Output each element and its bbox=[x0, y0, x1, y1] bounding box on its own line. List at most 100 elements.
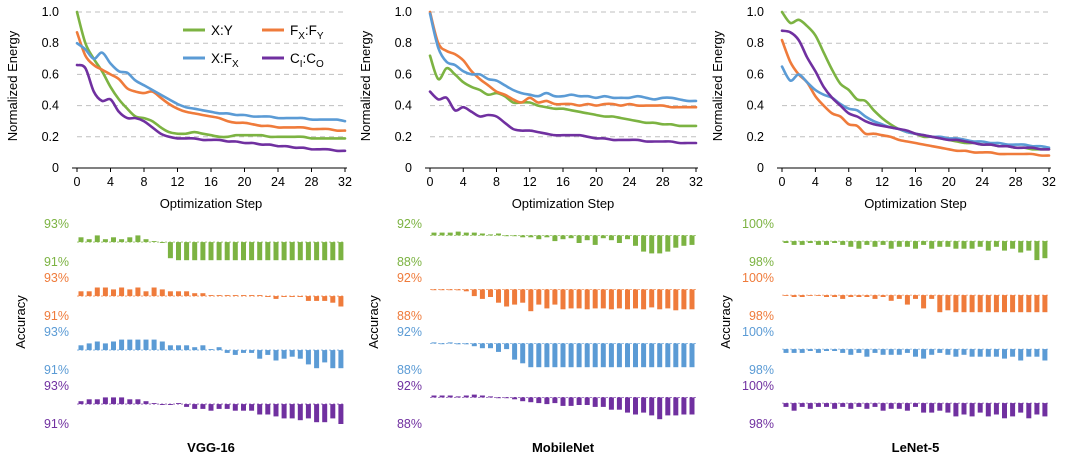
accuracy-bar bbox=[111, 341, 116, 351]
y-tick-label: 0.8 bbox=[395, 36, 412, 50]
accuracy-bar bbox=[625, 343, 630, 368]
accuracy-bar bbox=[945, 295, 951, 311]
accuracy-bar bbox=[127, 289, 133, 297]
legend-label-fxfy: FX​:FY​ bbox=[290, 23, 324, 42]
accuracy-bar bbox=[840, 241, 846, 245]
acc-tick-top: 93% bbox=[44, 379, 69, 393]
accuracy-bar bbox=[297, 350, 303, 359]
x-axis-label: Optimization Step bbox=[512, 196, 615, 211]
accuracy-bar bbox=[880, 241, 886, 245]
accuracy-bar bbox=[232, 404, 238, 411]
accuracy-bar bbox=[681, 343, 687, 368]
accuracy-bar bbox=[783, 403, 789, 407]
accuracy-bar bbox=[896, 241, 902, 247]
series-line-fxfy bbox=[75, 30, 347, 132]
acc-tick-bottom: 98% bbox=[749, 417, 774, 431]
accuracy-bar bbox=[159, 242, 165, 243]
accuracy-axis-label: Accuracy bbox=[718, 295, 733, 349]
accuracy-bar bbox=[929, 295, 935, 299]
accuracy-bar bbox=[649, 397, 655, 416]
accuracy-bar bbox=[1010, 241, 1016, 249]
accuracy-bar bbox=[783, 349, 789, 353]
accuracy-bar bbox=[592, 343, 598, 368]
accuracy-bar bbox=[929, 349, 935, 355]
y-tick-label: 0.4 bbox=[395, 99, 412, 113]
accuracy-bar bbox=[167, 291, 173, 297]
accuracy-bar bbox=[576, 235, 582, 243]
accuracy-bar bbox=[208, 242, 214, 261]
accuracy-bar bbox=[864, 349, 870, 357]
accuracy-axis-label: Accuracy bbox=[366, 295, 381, 349]
accuracy-bar bbox=[159, 404, 165, 405]
accuracy-bar bbox=[257, 295, 263, 296]
accuracy-bar bbox=[528, 397, 534, 403]
accuracy-bar bbox=[791, 241, 797, 245]
accuracy-bar bbox=[864, 241, 870, 245]
accuracy-bar bbox=[872, 403, 878, 407]
accuracy-bar bbox=[94, 341, 100, 351]
accuracy-bar bbox=[552, 397, 558, 404]
accuracy-bar bbox=[1042, 349, 1048, 361]
accuracy-bar bbox=[657, 235, 663, 254]
y-tick-label: 0.8 bbox=[42, 36, 59, 50]
acc-tick-bottom: 88% bbox=[397, 417, 422, 431]
accuracy-bar bbox=[111, 237, 116, 243]
accuracy-bar bbox=[504, 235, 510, 237]
accuracy-bar bbox=[872, 349, 878, 353]
accuracy-bar bbox=[289, 404, 295, 419]
accuracy-bar bbox=[330, 350, 336, 369]
accuracy-bar bbox=[969, 295, 975, 313]
acc-tick-bottom: 88% bbox=[397, 363, 422, 377]
accuracy-bar bbox=[184, 345, 190, 351]
accuracy-bar bbox=[297, 404, 303, 421]
accuracy-bar bbox=[297, 296, 303, 297]
x-tick-label: 20 bbox=[942, 175, 956, 189]
accuracy-bar bbox=[824, 349, 829, 351]
accuracy-bar bbox=[86, 399, 92, 405]
accuracy-bar bbox=[673, 289, 679, 311]
accuracy-bar bbox=[969, 349, 975, 357]
accuracy-bar bbox=[78, 345, 84, 351]
accuracy-bar bbox=[552, 235, 558, 242]
accuracy-panel-3: 100% 98% 100% 98% 100% 98% 100% 98% Accuracy LeNe… bbox=[718, 217, 1049, 455]
accuracy-bar bbox=[536, 343, 542, 368]
accuracy-bar bbox=[471, 289, 477, 297]
accuracy-bar bbox=[496, 343, 501, 352]
accuracy-bar bbox=[257, 404, 263, 415]
accuracy-bar bbox=[937, 241, 943, 247]
x-tick-label: 16 bbox=[909, 175, 923, 189]
accuracy-bar bbox=[322, 350, 328, 363]
x-tick-label: 28 bbox=[305, 175, 319, 189]
accuracy-bar bbox=[840, 403, 846, 407]
accuracy-bar bbox=[289, 350, 295, 357]
accuracy-bar bbox=[273, 404, 279, 417]
accuracy-bar bbox=[681, 289, 687, 310]
accuracy-bar bbox=[455, 343, 461, 345]
accuracy-bar bbox=[143, 291, 149, 297]
x-tick-label: 16 bbox=[204, 175, 218, 189]
y-tick-label: 1.0 bbox=[747, 5, 764, 19]
accuracy-bar bbox=[520, 235, 526, 238]
accuracy-bar bbox=[184, 242, 190, 261]
accuracy-bar bbox=[338, 350, 344, 369]
accuracy-bar bbox=[977, 295, 983, 313]
accuracy-bar bbox=[111, 289, 116, 297]
accuracy-bar bbox=[159, 289, 165, 297]
accuracy-bar bbox=[143, 339, 149, 350]
accuracy-bar bbox=[961, 241, 967, 249]
series-line-fxfy bbox=[780, 38, 1051, 157]
accuracy-bar bbox=[616, 343, 622, 368]
accuracy-bar bbox=[904, 295, 910, 305]
series-line-xfx bbox=[428, 12, 698, 103]
accuracy-bar bbox=[322, 296, 328, 301]
y-tick-label: 0.2 bbox=[395, 130, 412, 144]
accuracy-bar bbox=[633, 343, 638, 368]
accuracy-bar bbox=[848, 403, 854, 409]
accuracy-bar bbox=[592, 397, 598, 407]
accuracy-bar bbox=[913, 403, 918, 407]
series-line-cico bbox=[428, 90, 698, 145]
accuracy-bar bbox=[560, 397, 566, 406]
acc-tick-bottom: 98% bbox=[749, 363, 774, 377]
accuracy-bar bbox=[504, 397, 510, 399]
series-line-xy bbox=[428, 54, 698, 128]
